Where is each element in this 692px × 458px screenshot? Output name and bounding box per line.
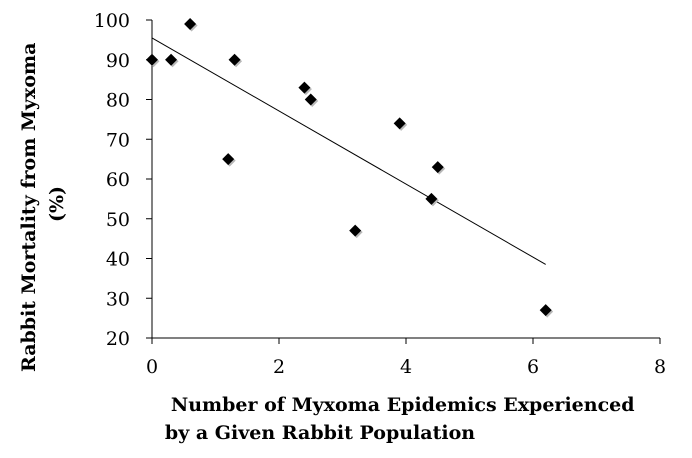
- data-point: [431, 161, 444, 174]
- data-point: [146, 53, 158, 66]
- data-point: [165, 53, 178, 66]
- data-point: [349, 224, 362, 237]
- data-point: [184, 17, 197, 30]
- data-point: [393, 117, 406, 130]
- data-point: [304, 93, 317, 106]
- data-point: [228, 53, 241, 66]
- data-point: [539, 304, 552, 317]
- x-tick-label: 8: [654, 356, 666, 378]
- x-axis-title-line2: by a Given Rabbit Population: [165, 422, 475, 444]
- y-axis-title-line1: Rabbit Mortality from Myxoma: [18, 43, 40, 372]
- y-tick-label: 20: [106, 328, 130, 350]
- x-tick-label: 0: [146, 356, 158, 378]
- y-axis-title-line2: (%): [46, 186, 68, 222]
- y-tick-label: 60: [106, 169, 130, 191]
- x-axis: 0 2 4 6 8: [146, 337, 666, 378]
- y-tick-label: 100: [94, 10, 130, 32]
- x-tick-label: 2: [273, 356, 285, 378]
- y-tick-label: 40: [106, 249, 130, 271]
- y-ticks: 20 30 40 50 60 70 80 90 100: [94, 10, 152, 350]
- data-point: [298, 81, 311, 94]
- y-axis-title: Rabbit Mortality from Myxoma (%): [18, 36, 68, 372]
- data-point: [222, 153, 235, 166]
- data-points: [146, 17, 554, 318]
- y-tick-label: 90: [106, 50, 130, 72]
- x-ticks: 0 2 4 6 8: [146, 338, 666, 378]
- y-tick-label: 50: [106, 209, 130, 231]
- y-tick-label: 80: [106, 90, 130, 112]
- data-point: [425, 192, 438, 205]
- x-axis-title: Number of Myxoma Epidemics Experienced b…: [165, 394, 641, 444]
- x-tick-label: 6: [527, 356, 539, 378]
- trendline: [151, 37, 546, 265]
- x-axis-title-line1: Number of Myxoma Epidemics Experienced: [171, 394, 635, 416]
- y-tick-label: 30: [106, 288, 130, 310]
- y-axis: 20 30 40 50 60 70 80 90 100: [94, 10, 153, 350]
- y-tick-label: 70: [106, 129, 130, 151]
- x-tick-label: 4: [400, 356, 412, 378]
